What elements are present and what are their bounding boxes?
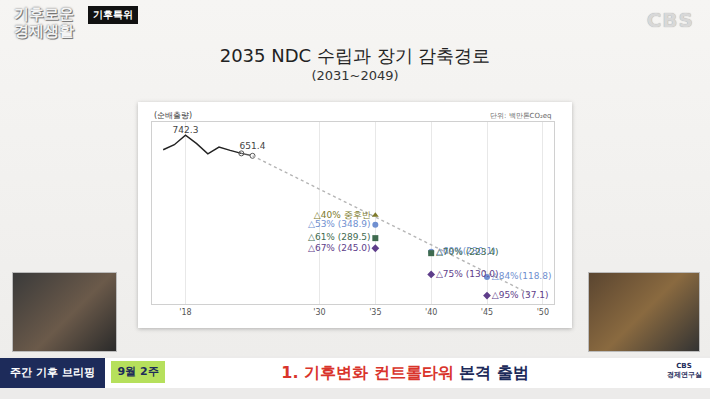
svg-text:△69%(230.1): △69%(230.1) xyxy=(436,246,496,256)
html-text:경제생활: 경제생활 xyxy=(14,22,74,40)
svg-text:(순배출량): (순배출량) xyxy=(154,111,192,120)
html-text:CBS: CBS xyxy=(646,8,694,32)
svg-text:'35: '35 xyxy=(369,308,381,317)
html-text:CBS: CBS xyxy=(676,362,692,370)
svg-text:△67% (245.0): △67% (245.0) xyxy=(308,243,371,253)
html-text:2035 NDC 수립과 장기 감축경로: 2035 NDC 수립과 장기 감축경로 xyxy=(219,45,491,66)
svg-text:단위: 백만톤CO₂eq: 단위: 백만톤CO₂eq xyxy=(490,112,552,120)
html-text:주간 기후 브리핑: 주간 기후 브리핑 xyxy=(10,366,95,379)
svg-text:△40% 중후반: △40% 중후반 xyxy=(314,210,371,220)
svg-text:△95% (37.1): △95% (37.1) xyxy=(492,290,549,300)
svg-text:'50: '50 xyxy=(537,308,549,317)
svg-text:742.3: 742.3 xyxy=(173,125,199,135)
svg-text:'40: '40 xyxy=(425,308,437,317)
html-text:기후특위: 기후특위 xyxy=(93,9,133,20)
html-text:(2031~2049): (2031~2049) xyxy=(311,68,399,83)
html-text:1. 기후변화 컨트롤타워본격 출범: 1. 기후변화 컨트롤타워본격 출범 xyxy=(281,363,529,382)
html-text:기후로운: 기후로운 xyxy=(14,5,74,23)
svg-text:'18: '18 xyxy=(179,308,191,317)
svg-text:△70% (223.4): △70% (223.4) xyxy=(436,247,499,257)
svg-text:'30: '30 xyxy=(313,308,325,317)
svg-text:△53% (348.9): △53% (348.9) xyxy=(308,219,371,229)
svg-text:△84%(118.8): △84%(118.8) xyxy=(492,271,552,281)
svg-text:△61% (289.5): △61% (289.5) xyxy=(308,232,371,242)
html-text:경제연구실: 경제연구실 xyxy=(666,371,702,379)
svg-text:651.4: 651.4 xyxy=(240,141,266,151)
svg-text:'45: '45 xyxy=(481,308,493,317)
html-text:9월 2주: 9월 2주 xyxy=(117,365,159,378)
svg-text:△75% (130.0): △75% (130.0) xyxy=(436,269,499,279)
